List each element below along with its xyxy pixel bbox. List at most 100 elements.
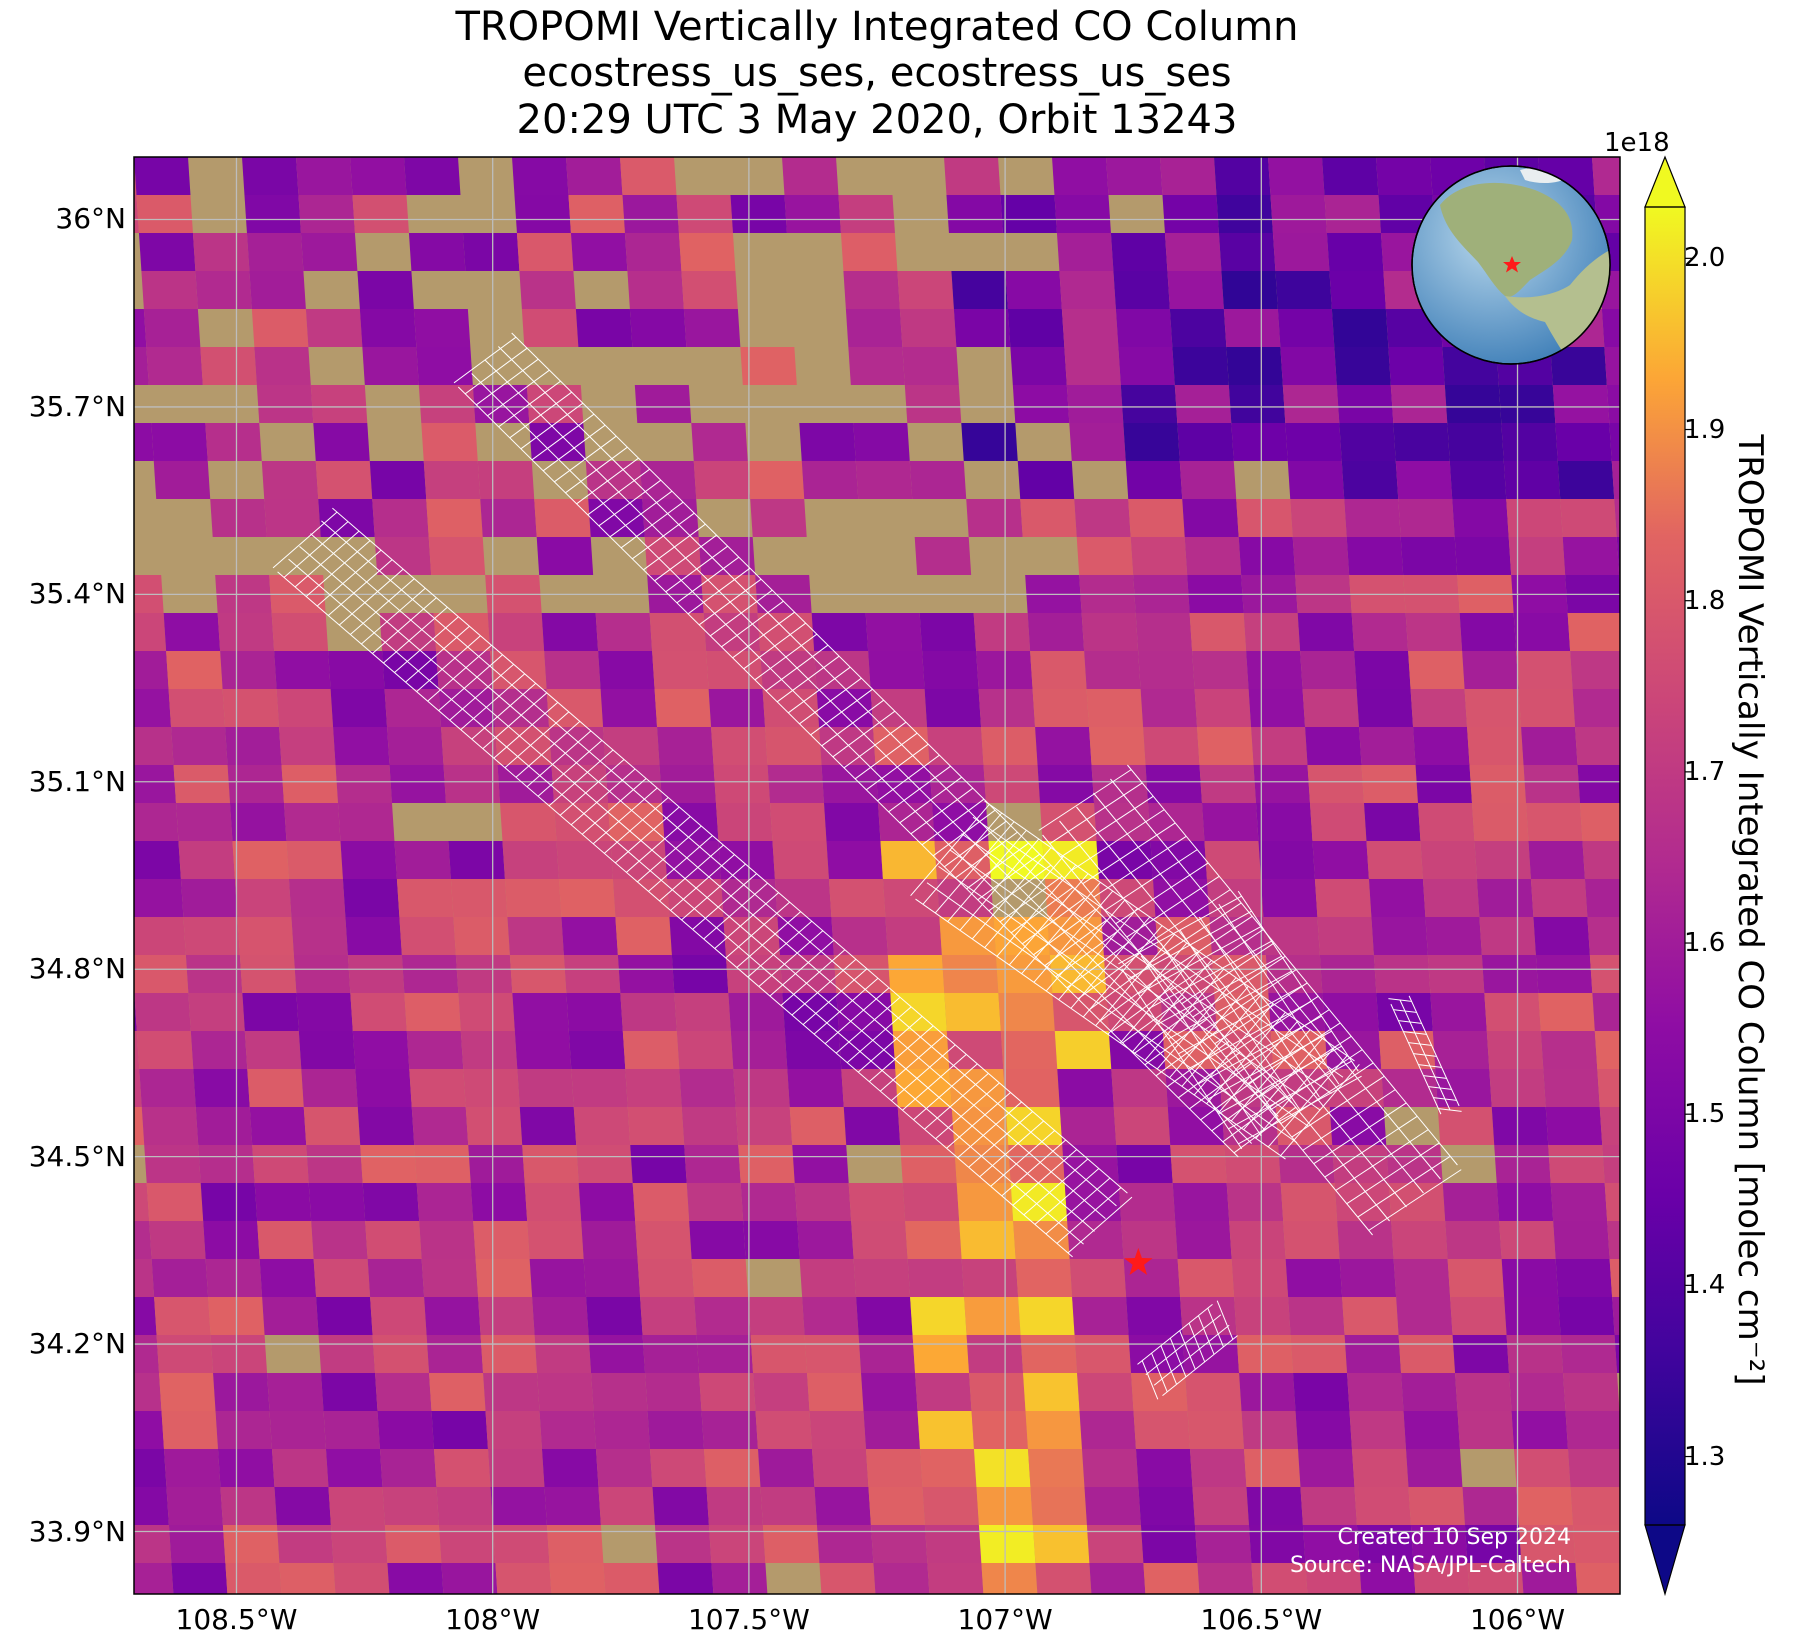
co-pixel xyxy=(1346,537,1404,575)
co-pixel xyxy=(1133,1411,1190,1449)
co-pixel xyxy=(694,1297,751,1335)
co-pixel xyxy=(1457,1411,1514,1449)
co-pixel xyxy=(669,917,726,955)
co-pixel xyxy=(1211,955,1269,993)
co-pixel xyxy=(478,1297,535,1335)
co-pixel xyxy=(195,271,252,309)
colorbar-extend-max xyxy=(1644,155,1686,208)
colorbar-label: TROPOMI Vertically Integrated CO Column … xyxy=(1730,434,1770,1386)
co-pixel xyxy=(1005,271,1062,309)
co-pixel xyxy=(244,195,301,233)
co-pixel xyxy=(433,613,491,651)
co-pixel xyxy=(369,461,427,499)
co-pixel xyxy=(1354,1487,1411,1525)
co-pixel xyxy=(755,1411,812,1449)
co-pixel xyxy=(215,1411,272,1449)
co-pixel xyxy=(1388,347,1445,385)
co-pixel xyxy=(1012,385,1070,423)
co-pixel xyxy=(1270,195,1327,233)
co-pixel xyxy=(414,1145,471,1183)
co-pixel xyxy=(801,461,859,499)
colorbar-tick-label: 1.8 xyxy=(1684,585,1726,616)
co-pixel xyxy=(1116,1145,1173,1183)
lon-tick-label: 107°W xyxy=(957,1603,1053,1636)
co-pixel xyxy=(1329,271,1386,309)
co-pixel xyxy=(784,1031,842,1069)
co-pixel xyxy=(421,423,478,461)
co-pixel xyxy=(198,1145,255,1183)
co-pixel xyxy=(1545,1107,1603,1145)
co-pixel xyxy=(1052,993,1109,1031)
co-pixel xyxy=(760,651,817,689)
co-pixel xyxy=(1347,1373,1404,1411)
co-pixel xyxy=(1194,689,1252,727)
co-pixel xyxy=(146,1183,204,1221)
co-pixel xyxy=(1550,1183,1608,1221)
co-pixel xyxy=(483,1373,540,1411)
co-pixel xyxy=(318,499,375,537)
co-pixel xyxy=(1401,1373,1458,1411)
co-pixel xyxy=(382,651,439,689)
co-pixel xyxy=(178,841,235,879)
co-pixel xyxy=(1501,1259,1559,1297)
co-pixel xyxy=(556,841,613,879)
co-pixel xyxy=(1550,347,1607,385)
co-pixel xyxy=(1509,1373,1566,1411)
co-pixel xyxy=(934,841,991,879)
co-pixel xyxy=(678,233,736,271)
colorbar-exponent: 1e18 xyxy=(1604,128,1670,158)
co-pixel xyxy=(876,1601,932,1639)
co-pixel xyxy=(495,1563,552,1594)
co-pixel xyxy=(713,765,770,803)
co-pixel xyxy=(163,1449,221,1487)
co-pixel xyxy=(274,1487,331,1525)
co-pixel xyxy=(1231,423,1288,461)
co-pixel xyxy=(1167,1107,1225,1145)
co-pixel xyxy=(298,195,355,233)
co-pixel xyxy=(1268,157,1325,195)
co-pixel xyxy=(234,879,292,917)
co-pixel xyxy=(1000,195,1057,233)
co-pixel xyxy=(149,1221,206,1259)
co-pixel xyxy=(1398,1335,1456,1373)
co-pixel xyxy=(222,689,280,727)
co-pixel xyxy=(1192,651,1249,689)
co-pixel xyxy=(1277,309,1335,347)
co-pixel xyxy=(424,1297,481,1335)
co-pixel xyxy=(838,1031,896,1069)
swath-strip xyxy=(272,507,1133,1258)
co-pixel xyxy=(634,385,692,423)
co-pixel xyxy=(134,347,149,385)
co-pixel xyxy=(1072,1297,1129,1335)
co-pixel xyxy=(686,1183,744,1221)
co-pixel xyxy=(1359,727,1416,765)
co-pixel xyxy=(433,1449,491,1487)
co-pixel xyxy=(1467,1563,1524,1594)
co-pixel xyxy=(861,1373,918,1411)
co-pixel xyxy=(134,423,154,461)
lon-tick-label: 106.5°W xyxy=(1200,1603,1323,1636)
co-pixel xyxy=(814,651,871,689)
co-pixel xyxy=(134,1411,164,1449)
co-pixel xyxy=(1170,1145,1227,1183)
lon-tick-label: 108°W xyxy=(445,1603,541,1636)
co-pixel xyxy=(1582,841,1620,879)
co-pixel xyxy=(455,955,513,993)
co-pixel xyxy=(674,993,731,1031)
co-pixel xyxy=(1381,1069,1438,1107)
co-pixel xyxy=(134,157,191,195)
co-pixel xyxy=(1410,689,1468,727)
co-pixel xyxy=(134,727,174,765)
co-pixel xyxy=(1020,499,1077,537)
co-pixel xyxy=(1023,1373,1080,1411)
co-pixel xyxy=(1035,727,1092,765)
co-pixel xyxy=(762,689,820,727)
co-pixel xyxy=(504,879,562,917)
co-pixel xyxy=(288,879,346,917)
co-pixel xyxy=(146,347,203,385)
co-pixel xyxy=(553,803,611,841)
co-pixel xyxy=(195,1107,253,1145)
co-pixel xyxy=(360,1145,417,1183)
co-pixel xyxy=(138,233,196,271)
co-pixel xyxy=(1185,1373,1242,1411)
